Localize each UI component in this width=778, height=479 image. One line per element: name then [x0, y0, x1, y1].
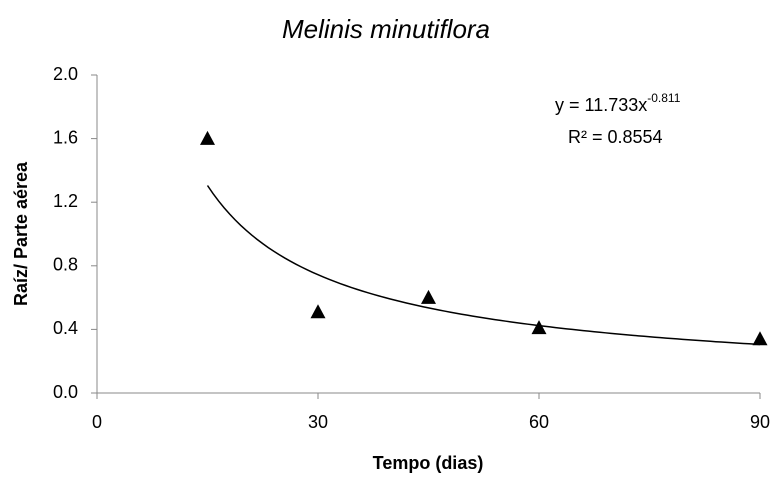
y-tick-label: 2.0: [53, 64, 78, 84]
y-tick-label: 0.4: [53, 318, 78, 338]
eq-b: -0.811: [647, 91, 680, 105]
data-point: [200, 130, 215, 145]
x-axis-label: Tempo (dias): [373, 453, 484, 473]
eq-prefix: y =: [555, 95, 585, 115]
data-point: [421, 289, 436, 304]
y-tick-label: 1.2: [53, 191, 78, 211]
data-point: [310, 304, 326, 319]
trend-equation: y = 11.733x-0.811: [555, 91, 681, 115]
x-tick-label: 90: [750, 412, 770, 432]
eq-var: x: [638, 95, 647, 115]
x-tick-label: 60: [529, 412, 549, 432]
y-tick-label: 1.6: [53, 127, 78, 147]
trend-r2: R² = 0.8554: [568, 127, 663, 147]
r2-value: 0.8554: [608, 127, 663, 147]
y-tick-label: 0.0: [53, 382, 78, 402]
y-axis-label: Raíz/ Parte aérea: [11, 161, 31, 306]
eq-a: 11.733: [585, 95, 639, 115]
data-point: [531, 320, 547, 335]
data-point: [752, 331, 768, 346]
x-tick-label: 0: [92, 412, 102, 432]
trendline: [206, 185, 761, 346]
y-tick-label: 0.8: [53, 255, 78, 275]
r2-prefix: R² =: [568, 127, 608, 147]
x-tick-label: 30: [308, 412, 328, 432]
chart-title: Melinis minutiflora: [282, 14, 490, 44]
